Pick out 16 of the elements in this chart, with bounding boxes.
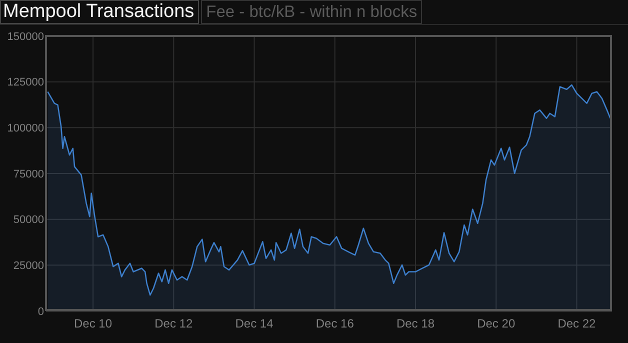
y-tick-label: 75000	[13, 168, 44, 180]
x-tick-label: Dec 18	[396, 316, 435, 331]
x-tick-label: Dec 14	[235, 316, 274, 331]
x-tick-label: Dec 22	[558, 316, 596, 331]
x-tick-label: Dec 10	[74, 316, 112, 331]
x-tick-label: Dec 16	[316, 316, 354, 331]
y-tick-label: 25000	[13, 260, 44, 272]
chart-title: Mempool Transactions	[0, 0, 200, 24]
y-tick-label: 0	[38, 306, 44, 318]
y-tick-label: 150000	[7, 30, 44, 43]
y-tick-label: 125000	[7, 76, 44, 89]
y-tick-label: 50000	[13, 214, 44, 226]
x-tick-label: Dec 12	[154, 316, 193, 331]
y-tick-label: 100000	[7, 122, 44, 135]
x-tick-label: Dec 20	[477, 316, 516, 331]
text: Fee - btc/kB - within n blocks	[201, 0, 422, 24]
